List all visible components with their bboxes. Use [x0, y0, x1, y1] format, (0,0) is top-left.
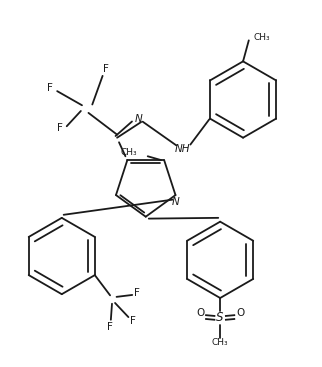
- Text: CH₃: CH₃: [121, 148, 137, 157]
- Text: F: F: [103, 64, 109, 74]
- Text: F: F: [130, 316, 136, 326]
- Text: N: N: [134, 114, 142, 124]
- Text: CH₃: CH₃: [253, 33, 270, 42]
- Text: O: O: [196, 308, 204, 318]
- Text: F: F: [134, 288, 140, 298]
- Text: NH: NH: [174, 144, 190, 154]
- Text: F: F: [107, 322, 113, 333]
- Text: F: F: [47, 83, 53, 93]
- Text: N: N: [172, 197, 179, 207]
- Text: F: F: [57, 123, 63, 133]
- Text: CH₃: CH₃: [212, 338, 229, 347]
- Text: O: O: [236, 308, 244, 318]
- Text: S: S: [216, 311, 224, 324]
